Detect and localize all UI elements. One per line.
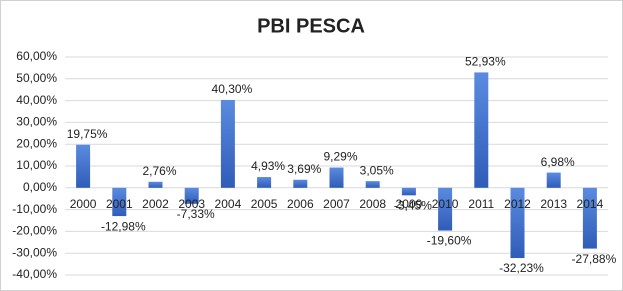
- x-tick-label: 2011: [468, 197, 494, 211]
- bar: [220, 99, 235, 188]
- x-tick-label: 2000: [70, 197, 97, 211]
- x-tick-label: 2001: [106, 197, 133, 211]
- bar: [184, 187, 199, 204]
- y-tick-label: -30,00%: [12, 245, 57, 259]
- data-label: 52,93%: [465, 55, 506, 69]
- x-tick-label: 2002: [142, 197, 169, 211]
- bar: [582, 187, 597, 249]
- bar: [329, 167, 344, 188]
- data-label: -27,88%: [572, 252, 617, 266]
- y-tick-label: 30,00%: [16, 115, 57, 129]
- data-label: -3,45%: [394, 198, 432, 212]
- x-tick-label: 2012: [504, 197, 531, 211]
- x-tick-label: 2006: [287, 197, 314, 211]
- bar: [293, 179, 308, 188]
- data-label: 3,05%: [360, 163, 394, 177]
- y-tick-label: -20,00%: [12, 224, 57, 238]
- y-tick-label: 10,00%: [16, 158, 57, 172]
- bar: [365, 181, 380, 188]
- data-label: -19,60%: [427, 234, 472, 248]
- x-tick-label: 2009: [396, 197, 423, 211]
- data-label: 4,93%: [251, 159, 285, 173]
- data-label: 19,75%: [67, 127, 108, 141]
- data-label: -7,33%: [177, 207, 215, 221]
- x-tick-label: 2004: [215, 197, 242, 211]
- bar: [401, 187, 416, 196]
- chart-title: PBI PESCA: [257, 15, 365, 37]
- y-tick-label: 20,00%: [16, 136, 57, 150]
- x-tick-label: 2007: [323, 197, 350, 211]
- data-label: 2,76%: [142, 164, 176, 178]
- bar: [76, 144, 91, 188]
- bar: [148, 181, 163, 188]
- x-tick-label: 2005: [251, 197, 278, 211]
- bar: [546, 172, 561, 188]
- y-tick-label: -10,00%: [12, 202, 57, 216]
- data-label: 9,29%: [323, 150, 357, 164]
- bar: [257, 177, 272, 188]
- y-tick-label: -40,00%: [12, 267, 57, 281]
- y-tick-label: 60,00%: [16, 49, 57, 63]
- x-tick-label: 2014: [577, 197, 604, 211]
- bar: [510, 187, 525, 259]
- data-label: 6,98%: [541, 155, 575, 169]
- bar: [474, 72, 489, 188]
- data-label: 40,30%: [212, 82, 253, 96]
- x-tick-label: 2010: [432, 197, 459, 211]
- data-label: 3,69%: [287, 162, 321, 176]
- y-tick-label: 50,00%: [16, 71, 57, 85]
- y-tick-label: 40,00%: [16, 93, 57, 107]
- x-tick-label: 2013: [540, 197, 567, 211]
- y-tick-label: 0,00%: [23, 180, 57, 194]
- bar: [112, 187, 127, 217]
- x-tick-label: 2008: [359, 197, 386, 211]
- data-label: -12,98%: [101, 219, 146, 233]
- data-label: -32,23%: [499, 261, 544, 275]
- bar: [438, 187, 453, 231]
- x-tick-label: 2003: [178, 197, 205, 211]
